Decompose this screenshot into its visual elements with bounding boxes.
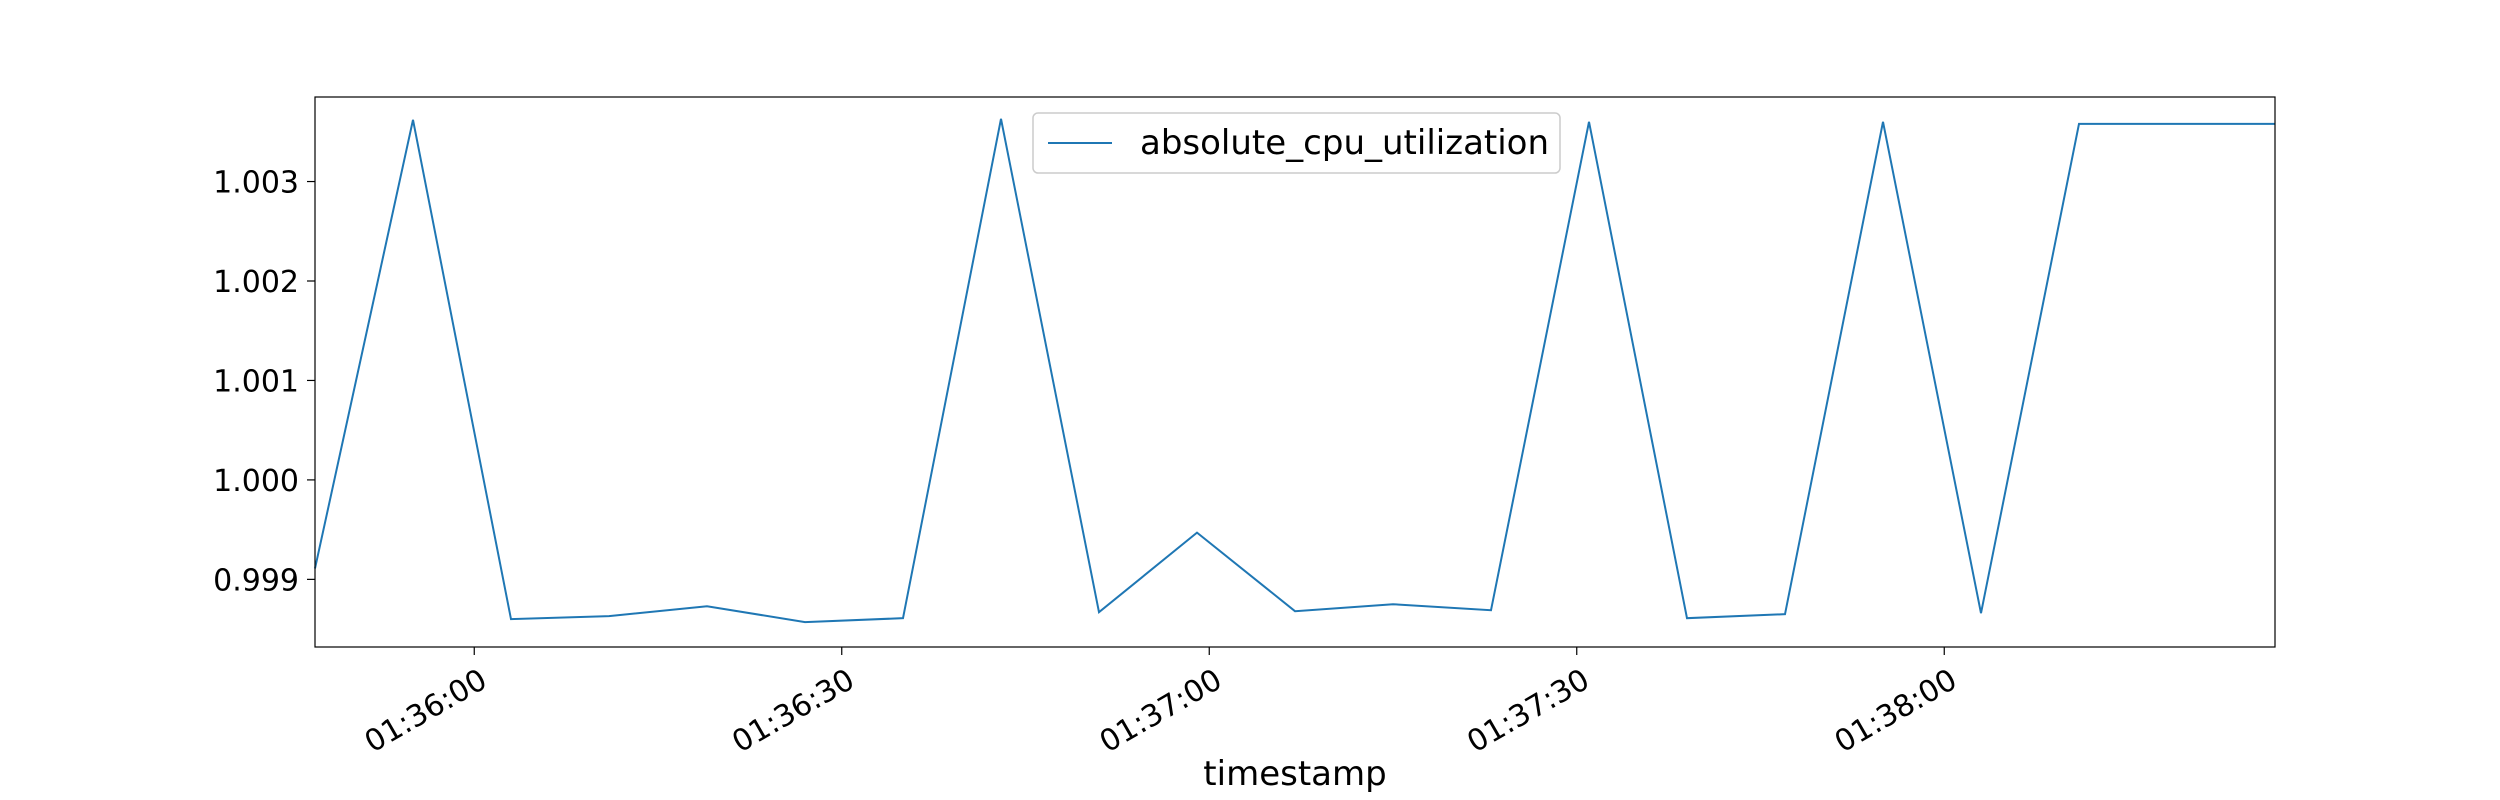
y-tick-label: 0.999 [213, 563, 299, 598]
x-tick-label: 01:38:00 [1829, 662, 1963, 760]
legend-label: absolute_cpu_utilization [1140, 123, 1549, 163]
series-line [314, 118, 2275, 624]
y-tick-label: 1.003 [213, 166, 299, 201]
legend-box [1032, 112, 1561, 174]
x-axis-title: timestamp [1203, 754, 1386, 794]
x-tick-label: 01:36:30 [726, 662, 860, 760]
x-tick-label: 01:37:00 [1094, 662, 1228, 760]
x-axis: 01:36:00 01:36:30 01:37:00 01:37:30 01:38:00 [359, 647, 1963, 760]
y-tick-label: 1.000 [213, 464, 299, 499]
y-tick-label: 1.002 [213, 265, 299, 300]
y-axis: 0.999 1.000 1.001 1.002 1.003 [213, 166, 315, 598]
legend: absolute_cpu_utilization [1032, 112, 1561, 174]
plot-area [315, 97, 2275, 647]
y-tick-label: 1.001 [213, 364, 299, 399]
x-tick-label: 01:37:30 [1461, 662, 1595, 760]
plot-frame [314, 96, 2276, 648]
series-layer [314, 118, 2275, 624]
x-tick-label: 01:36:00 [359, 662, 493, 760]
